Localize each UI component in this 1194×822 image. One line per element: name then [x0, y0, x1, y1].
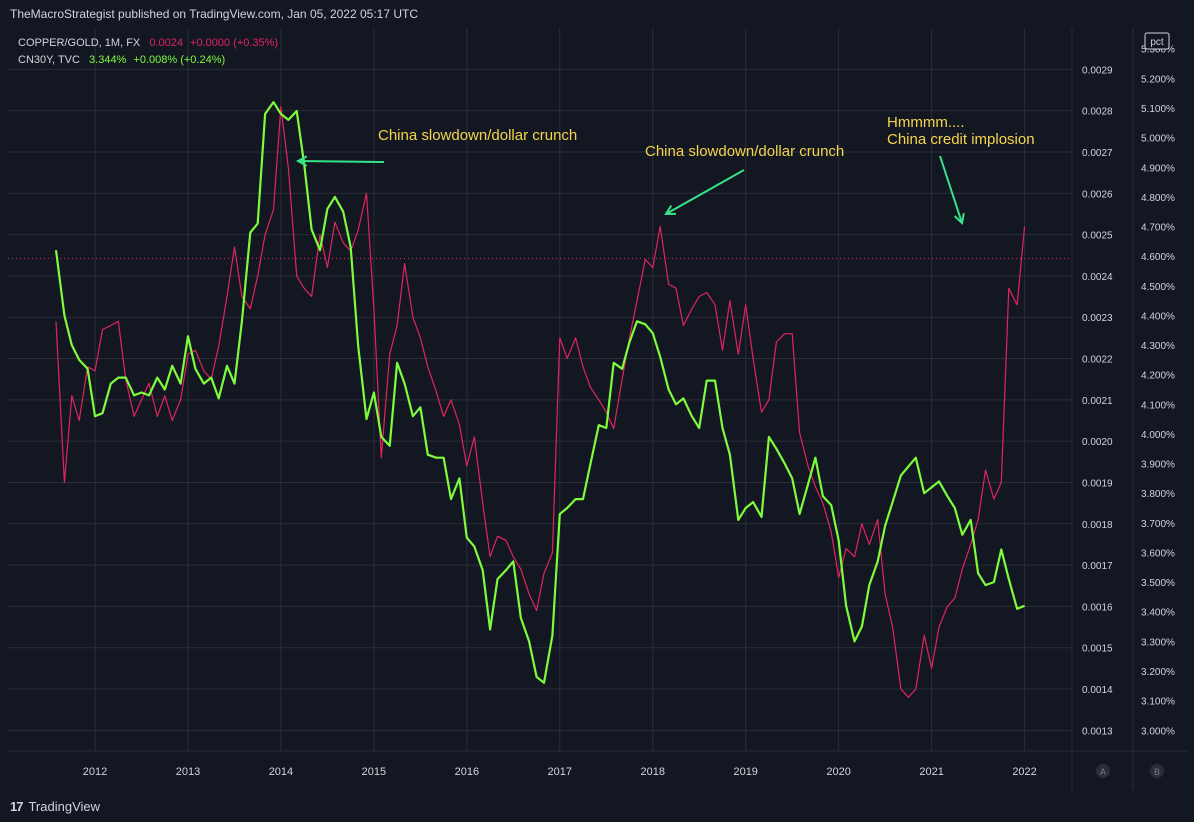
auto-scale-button[interactable]: A — [1096, 764, 1110, 778]
right-tick-label[interactable]: 4.400% — [1141, 311, 1175, 322]
annotation-text-1: China slowdown/dollar crunch — [378, 127, 577, 144]
right-tick-label[interactable]: 4.200% — [1141, 371, 1175, 382]
left-tick-label[interactable]: 0.0029 — [1082, 65, 1113, 76]
tradingview-brand[interactable]: TradingView — [28, 798, 101, 814]
series-layer — [54, 100, 1026, 698]
left-tick-label[interactable]: 0.0028 — [1082, 107, 1113, 118]
annotations: China slowdown/dollar crunch China slowd… — [378, 114, 1035, 160]
x-tick-label[interactable]: 2019 — [733, 766, 757, 778]
right-tick-label[interactable]: 5.200% — [1141, 74, 1175, 85]
pct-button[interactable]: pct — [1144, 32, 1170, 50]
left-tick-label[interactable]: 0.0020 — [1082, 437, 1113, 448]
left-tick-label[interactable]: 0.0014 — [1082, 685, 1113, 696]
copper-gold-line — [55, 105, 1026, 698]
chart-svg[interactable]: China slowdown/dollar crunch China slowd… — [8, 28, 1188, 790]
auto-scale-circle[interactable] — [1096, 764, 1110, 778]
right-tick-label[interactable]: 3.000% — [1141, 726, 1175, 737]
chart-background — [8, 28, 1188, 790]
chart-container[interactable]: China slowdown/dollar crunch China slowd… — [8, 28, 1188, 790]
footer: 17 TradingView — [0, 790, 1194, 822]
left-tick-label[interactable]: 0.0022 — [1082, 355, 1113, 366]
left-axis-ticks[interactable]: 0.0029 0.0028 0.0027 0.0026 0.0025 0.0024 0.00… — [1082, 65, 1113, 737]
time-axis-ticks[interactable]: 2012 2013 2014 2015 2016 2017 2018 2019 2020 2021… — [83, 766, 1037, 778]
right-tick-label[interactable]: 3.400% — [1141, 608, 1175, 619]
right-tick-label[interactable]: 5.300% — [1141, 45, 1175, 56]
right-axis-ticks[interactable]: 5.300% 5.200% 5.100% 5.000% 4.900% 4.800% 4.70… — [1141, 45, 1175, 738]
left-tick-label[interactable]: 0.0024 — [1082, 272, 1113, 283]
annotation-text-4: China credit implosion — [887, 131, 1035, 148]
svg-text:COPPER/GOLD, 1M, FX 0.: COPPER/GOLD, 1M, FX 0.0024 +0.0000 (+0.3… — [18, 37, 278, 49]
right-tick-label[interactable]: 3.800% — [1141, 489, 1175, 500]
x-tick-label[interactable]: 2022 — [1012, 766, 1036, 778]
legend-series-1-value: 0.0024 — [149, 37, 183, 49]
svg-text:CN30Y, TVC 3.344%: CN30Y, TVC 3.344% +0.008% (+0.24%) — [18, 54, 225, 66]
right-tick-label[interactable]: 3.200% — [1141, 667, 1175, 678]
right-tick-label[interactable]: 5.000% — [1141, 134, 1175, 145]
left-tick-label[interactable]: 0.0019 — [1082, 478, 1113, 489]
legend-series-2-change: +0.008% (+0.24%) — [133, 54, 225, 66]
x-tick-label[interactable]: 2014 — [269, 766, 293, 778]
left-tick-label[interactable]: 0.0015 — [1082, 644, 1113, 655]
right-tick-label[interactable]: 4.300% — [1141, 341, 1175, 352]
publish-line: TheMacroStrategist published on TradingV… — [10, 7, 419, 21]
annotation-text-2: China slowdown/dollar crunch — [645, 143, 844, 160]
left-tick-label[interactable]: 0.0027 — [1082, 148, 1113, 159]
left-tick-label[interactable]: 0.0026 — [1082, 189, 1113, 200]
x-tick-label[interactable]: 2020 — [826, 766, 850, 778]
x-tick-label[interactable]: 2017 — [548, 766, 572, 778]
left-tick-label[interactable]: 0.0013 — [1082, 726, 1113, 737]
right-tick-label[interactable]: 4.500% — [1141, 282, 1175, 293]
right-tick-label[interactable]: 4.600% — [1141, 252, 1175, 263]
x-tick-label[interactable]: 2016 — [455, 766, 479, 778]
left-tick-label[interactable]: 0.0023 — [1082, 313, 1113, 324]
auto-scale-label[interactable]: A — [1100, 767, 1106, 777]
x-tick-label[interactable]: 2018 — [641, 766, 665, 778]
x-tick-label[interactable]: 2021 — [919, 766, 943, 778]
annotation-text-3: Hmmmm.... — [887, 114, 964, 131]
pct-button-frame[interactable] — [1144, 32, 1170, 50]
right-tick-label[interactable]: 3.600% — [1141, 548, 1175, 559]
annotation-arrows — [295, 155, 965, 225]
x-tick-label[interactable]: 2012 — [83, 766, 107, 778]
right-tick-label[interactable]: 3.900% — [1141, 460, 1175, 471]
right-tick-label[interactable]: 3.100% — [1141, 697, 1175, 708]
cn30y-line — [54, 100, 1026, 684]
right-tick-label[interactable]: 4.700% — [1141, 223, 1175, 234]
x-tick-label[interactable]: 2015 — [362, 766, 386, 778]
right-tick-label[interactable]: 5.100% — [1141, 104, 1175, 115]
right-tick-label[interactable]: 4.000% — [1141, 430, 1175, 441]
right-tick-label[interactable]: 3.500% — [1141, 578, 1175, 589]
x-tick-label[interactable]: 2013 — [176, 766, 200, 778]
left-tick-label[interactable]: 0.0021 — [1082, 396, 1113, 407]
right-tick-label[interactable]: 4.100% — [1141, 400, 1175, 411]
left-tick-label[interactable]: 0.0017 — [1082, 561, 1113, 572]
legend: COPPER/GOLD, 1M, FX 0.0024 +0.0000 (+0.3… — [18, 37, 278, 66]
b-scale-label[interactable]: B — [1154, 767, 1160, 777]
arrow-2-icon — [664, 169, 745, 216]
b-scale-circle[interactable] — [1150, 764, 1164, 778]
left-tick-label[interactable]: 0.0018 — [1082, 520, 1113, 531]
right-tick-label[interactable]: 4.900% — [1141, 163, 1175, 174]
legend-series-1-name: COPPER/GOLD, 1M, FX — [18, 37, 141, 49]
right-tick-label[interactable]: 3.300% — [1141, 637, 1175, 648]
legend-series-2-name: CN30Y, TVC — [18, 54, 80, 66]
left-tick-label[interactable]: 0.0025 — [1082, 231, 1113, 242]
right-tick-label[interactable]: 3.700% — [1141, 519, 1175, 530]
pct-button-label[interactable]: pct — [1150, 37, 1164, 48]
legend-series-2-value: 3.344% — [89, 54, 127, 66]
arrow-3-icon — [939, 155, 965, 225]
arrow-1-icon — [295, 155, 385, 167]
left-tick-label[interactable]: 0.0016 — [1082, 602, 1113, 613]
legend-series-1-change: +0.0000 (+0.35%) — [190, 37, 278, 49]
publish-header: TheMacroStrategist published on TradingV… — [0, 0, 1194, 28]
right-tick-label[interactable]: 4.800% — [1141, 193, 1175, 204]
tradingview-logo-icon[interactable]: 17 — [10, 798, 24, 814]
b-scale-button[interactable]: B — [1150, 764, 1164, 778]
